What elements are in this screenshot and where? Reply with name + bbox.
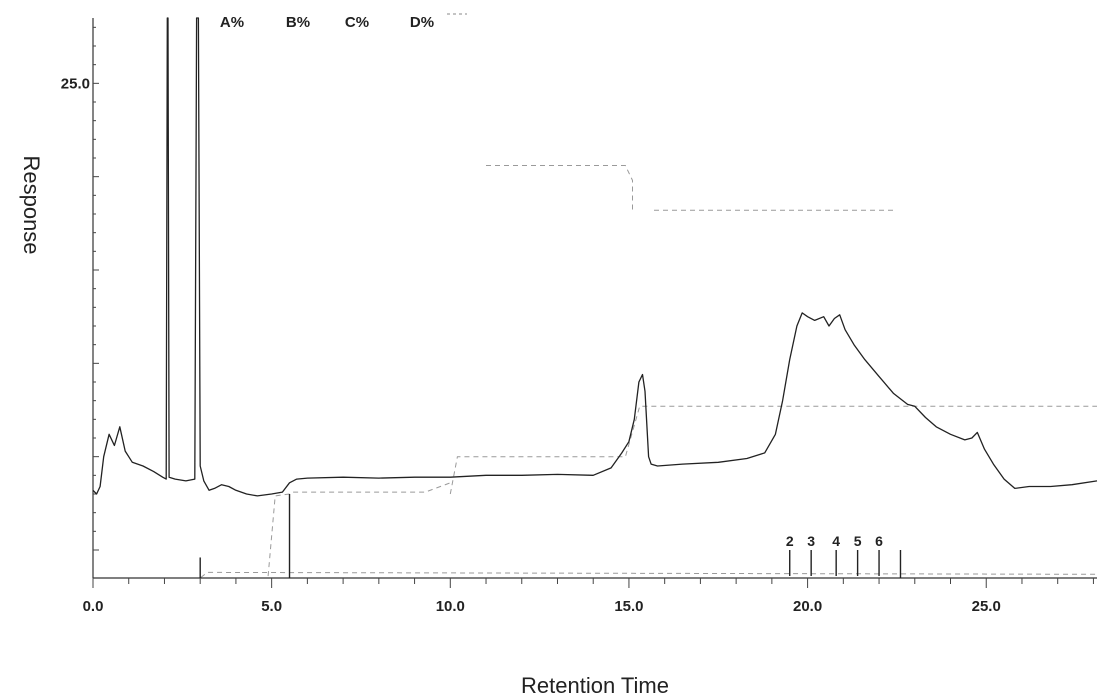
y-axis-ticks <box>93 26 99 551</box>
x-tick-label: 25.0 <box>972 598 1001 615</box>
gradient-line <box>449 405 1097 495</box>
peak-label: 3 <box>807 533 815 549</box>
peak-label: 2 <box>786 533 794 549</box>
x-tick-label: 20.0 <box>793 598 822 615</box>
gradient-line <box>486 165 633 211</box>
x-tick-label: 0.0 <box>83 598 104 615</box>
baseline-line <box>93 571 1098 579</box>
peak-label: 4 <box>832 533 840 549</box>
x-axis-tick-labels: 0.0 5.0 10.0 15.0 20.0 25.0 <box>83 598 1001 615</box>
x-axis-title: Retention Time <box>521 673 669 698</box>
legend-label: B% <box>286 14 310 31</box>
y-axis-tick-labels: 25.0 <box>61 75 90 92</box>
legend-label: A% <box>220 14 244 31</box>
legend-label: D% <box>410 14 434 31</box>
peak-label: 6 <box>875 533 883 549</box>
peak-label: 5 <box>854 533 862 549</box>
gradient-legend: A% B% C% D% <box>220 13 467 31</box>
x-tick-label: 15.0 <box>614 598 643 615</box>
chromatogram-trace <box>92 17 1098 497</box>
gradient-line <box>293 482 451 493</box>
legend-label: C% <box>345 14 369 31</box>
x-axis-ticks <box>92 578 1094 588</box>
dashed-gradient-lines <box>93 165 1098 579</box>
y-axis-title: Response <box>19 155 44 254</box>
x-tick-label: 5.0 <box>261 598 282 615</box>
x-tick-label: 10.0 <box>436 598 465 615</box>
gradient-line <box>267 493 290 577</box>
y-tick-label: 25.0 <box>61 75 90 92</box>
